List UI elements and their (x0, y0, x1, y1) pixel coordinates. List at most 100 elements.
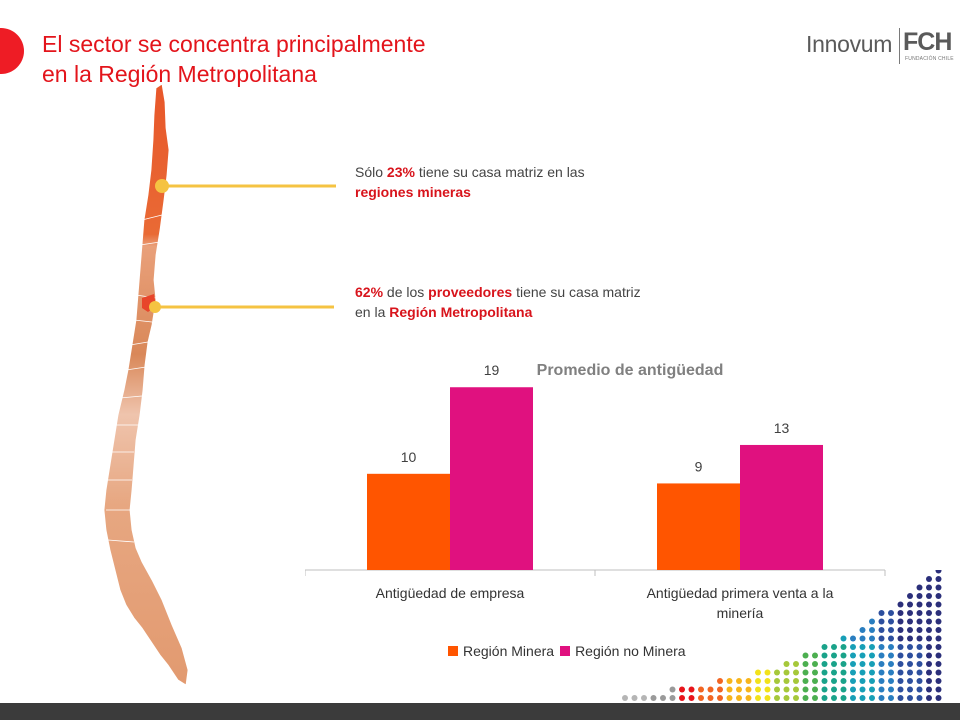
category-label: minería (717, 605, 764, 621)
decorative-dot (840, 669, 847, 676)
decorative-dot (878, 686, 885, 693)
decorative-dot (926, 669, 932, 676)
decorative-dot (802, 678, 809, 684)
decorative-dot (935, 576, 942, 582)
decorative-dot (935, 618, 942, 625)
metro-note-mid1: de los (383, 284, 429, 300)
decorative-dot (774, 695, 780, 701)
decorative-dot (897, 601, 904, 608)
decorative-dot (821, 661, 828, 667)
decorative-dot (916, 669, 923, 676)
decorative-dot (840, 678, 847, 684)
decorative-dot (831, 678, 837, 684)
decorative-dot (859, 652, 866, 659)
decorative-dot (821, 678, 828, 684)
data-label: 13 (774, 420, 790, 436)
decorative-dot (688, 695, 695, 701)
decorative-dot (631, 695, 638, 701)
decorative-dot (935, 669, 942, 676)
decorative-dot (888, 695, 894, 701)
decorative-dot (878, 618, 885, 625)
decorative-dot (812, 661, 818, 667)
decorative-dot (869, 618, 875, 625)
decorative-dot (878, 627, 885, 633)
decorative-dot (669, 695, 676, 701)
mining-region-note: Sólo 23% tiene su casa matriz en las reg… (355, 162, 585, 202)
metro-note-line1: 62% de los proveedores tiene su casa mat… (355, 282, 641, 302)
decorative-dot (888, 618, 894, 625)
decorative-dot (878, 644, 885, 650)
bar-region-no-minera-1 (740, 444, 823, 570)
bar-region-no-minera-0 (450, 387, 533, 570)
metro-region-note: 62% de los proveedores tiene su casa mat… (355, 282, 641, 322)
decorative-dot (926, 652, 932, 659)
decorative-dot (907, 695, 913, 701)
decorative-dot (897, 635, 904, 642)
decorative-dot (793, 661, 799, 667)
decorative-dot (745, 686, 752, 693)
decorative-dot (907, 661, 913, 667)
decorative-dot (935, 627, 942, 633)
decorative-dot (878, 635, 885, 642)
decorative-dot (926, 593, 932, 599)
decorative-dot (926, 601, 932, 608)
decorative-dot (926, 618, 932, 625)
decorative-dot (888, 669, 894, 676)
decorative-dot (726, 678, 733, 684)
decorative-dot (850, 686, 856, 693)
decorative-dot (859, 644, 866, 650)
decorative-dot (774, 678, 780, 684)
decorative-dot (774, 686, 780, 693)
decorative-dot (878, 652, 885, 659)
decorative-dot (859, 686, 866, 693)
decorative-dot (745, 695, 752, 701)
chile-map-shape (103, 83, 189, 686)
decorative-dot (840, 635, 847, 642)
decorative-dot (812, 686, 818, 693)
decorative-dot (679, 686, 685, 693)
decorative-dot (935, 635, 942, 642)
decorative-dot (812, 678, 818, 684)
mining-note-pre: Sólo (355, 164, 387, 180)
decorative-dot (812, 695, 818, 701)
legend-swatch (448, 646, 458, 656)
decorative-dot (926, 584, 932, 591)
decorative-dot (764, 669, 771, 676)
chart-title: Promedio de antigüedad (537, 362, 724, 379)
decorative-dot (907, 669, 913, 676)
metro-note-strong2: Región Metropolitana (389, 304, 533, 320)
decorative-dot (717, 686, 723, 693)
decorative-dot (916, 644, 923, 650)
decorative-dot (869, 686, 875, 693)
decorative-dot (907, 644, 913, 650)
mining-note-strong: regiones mineras (355, 184, 471, 200)
decorative-dot (688, 686, 695, 693)
decorative-dot (812, 652, 818, 659)
decorative-dot (897, 618, 904, 625)
decorative-dot (935, 695, 942, 701)
decorative-dot (831, 686, 837, 693)
chile-map (103, 83, 189, 686)
decorative-dot (907, 593, 913, 599)
data-label: 10 (401, 449, 417, 465)
decorative-dot (821, 644, 828, 650)
decorative-dot (840, 644, 847, 650)
decorative-dot (897, 669, 904, 676)
legend-swatch (560, 646, 571, 656)
decorative-dot (726, 686, 733, 693)
decorative-dot (916, 652, 923, 659)
decorative-dot (935, 661, 942, 667)
decorative-dot (907, 610, 913, 616)
decorative-dot (888, 661, 894, 667)
decorative-dot (935, 678, 942, 684)
decorative-dot (907, 678, 913, 684)
decorative-dot (802, 686, 809, 693)
decorative-dot (821, 686, 828, 693)
decorative-dot (850, 635, 856, 642)
decorative-dot (869, 661, 875, 667)
decorative-dot (916, 601, 923, 608)
decorative-dot (926, 627, 932, 633)
decorative-dot (783, 669, 790, 676)
decorative-dot (878, 695, 885, 701)
decorative-dot (755, 686, 761, 693)
